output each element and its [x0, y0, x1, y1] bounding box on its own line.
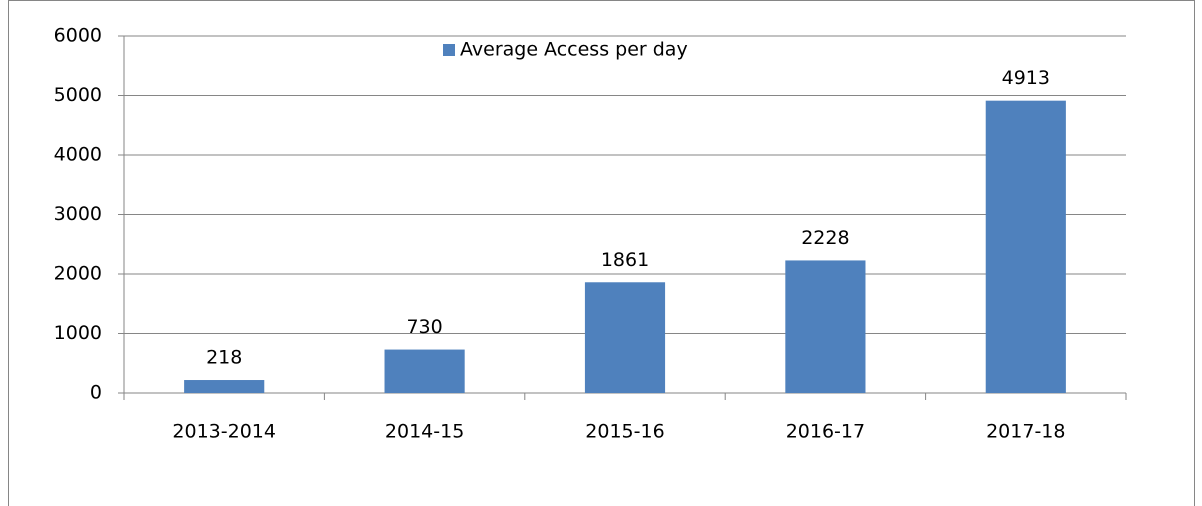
y-tick-label: 3000: [54, 203, 102, 225]
y-tick-label: 6000: [54, 25, 102, 47]
data-label: 218: [206, 347, 242, 369]
y-tick-label: 1000: [54, 322, 102, 344]
data-label: 4913: [1002, 67, 1050, 89]
data-label: 2228: [801, 227, 849, 249]
bar: [785, 260, 866, 393]
x-tick-label: 2017-18: [986, 421, 1065, 443]
x-tick-label: 2015-16: [585, 421, 664, 443]
chart-border: [8, 0, 1195, 506]
legend-swatch: [443, 44, 455, 56]
y-tick-label: 4000: [54, 144, 102, 166]
data-label: 730: [406, 316, 442, 338]
legend-label: Average Access per day: [460, 39, 688, 61]
bar: [985, 100, 1066, 393]
x-tick-label: 2016-17: [786, 421, 865, 443]
y-tick-label: 5000: [54, 84, 102, 106]
y-tick-label: 2000: [54, 263, 102, 285]
bar: [584, 282, 666, 393]
bar: [384, 349, 465, 393]
y-tick-label: 0: [90, 382, 102, 404]
data-label: 1861: [601, 249, 649, 271]
bar: [184, 380, 265, 393]
x-tick-label: 2013-2014: [172, 421, 276, 443]
x-tick-label: 2014-15: [385, 421, 464, 443]
